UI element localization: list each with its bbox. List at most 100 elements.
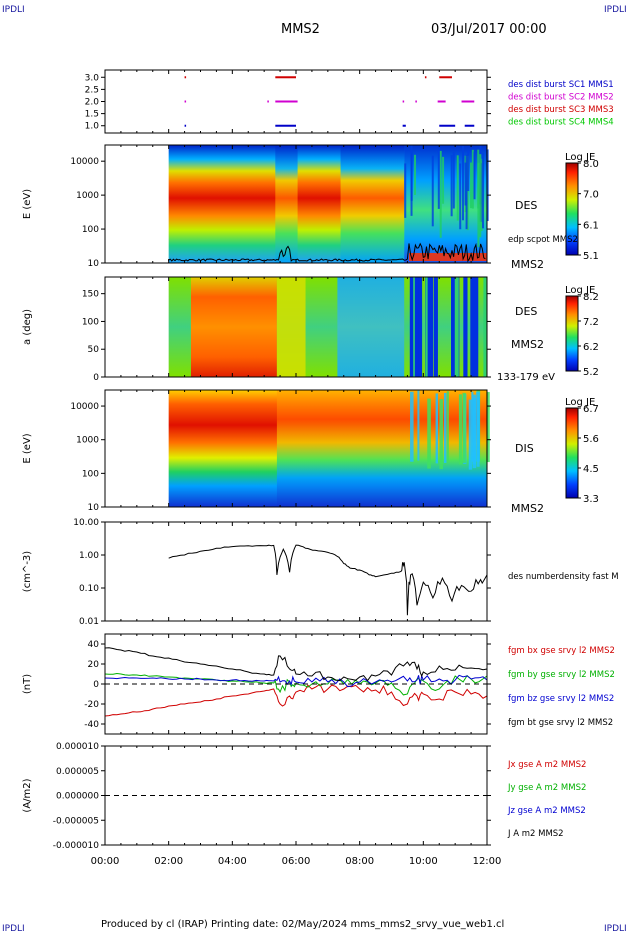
y-tick-label: 1.0 [85, 122, 100, 132]
energy-band-label: 133-179 eV [497, 372, 555, 383]
y-tick-label: 0 [93, 680, 99, 690]
colorbar-dis-energy [565, 407, 579, 499]
burst-interval-mark [402, 124, 406, 127]
burst-interval-mark [402, 100, 405, 103]
y-tick-label: 1.5 [85, 110, 99, 120]
spectrogram-stripe [477, 149, 480, 209]
burst-interval-mark [424, 76, 427, 79]
panel-sublabel: MMS2 [511, 502, 544, 515]
spectrogram-stripe [475, 277, 479, 377]
colorbar-tick-label: 4.5 [583, 464, 599, 475]
legend-entry: Jz gse A m2 MMS2 [507, 806, 586, 816]
x-tick-label: 06:00 [282, 856, 311, 867]
y-axis-label: (nT) [22, 674, 33, 694]
y-tick-label: 10 [88, 503, 100, 513]
legend-entry: fgm by gse srvy l2 MMS2 [508, 670, 615, 680]
burst-interval-mark [275, 76, 296, 79]
spectrogram-stripe [446, 391, 449, 462]
y-axis-label: (A/m2) [22, 778, 33, 812]
y-axis-label: a (deg) [22, 309, 33, 345]
burst-interval-mark [267, 100, 269, 103]
spectrogram-stripe [425, 277, 428, 377]
panel-label: DIS [515, 442, 534, 455]
y-tick-label: 0 [93, 373, 99, 383]
spectrogram-stripe [452, 152, 455, 209]
burst-interval-mark [464, 124, 475, 127]
corner-label-top-left: IPDLI [2, 5, 25, 15]
y-tick-label: 1000 [76, 436, 99, 446]
colorbar-tick-label: 7.2 [583, 317, 599, 328]
y-tick-label: 0.01 [79, 617, 99, 627]
burst-interval-mark [439, 124, 456, 127]
x-tick-label: 00:00 [91, 856, 120, 867]
spectrogram-stripe [465, 154, 468, 230]
des-pitch-spectrogram-band [276, 277, 306, 377]
y-axis-label: E (eV) [22, 433, 33, 463]
x-tick-label: 02:00 [154, 856, 183, 867]
y-tick-label: 0.000010 [56, 742, 99, 752]
spectrogram-stripe [471, 149, 474, 209]
spectrogram-stripe [479, 154, 482, 238]
colorbar-tick-label: 5.2 [583, 367, 599, 378]
spectrogram-stripe [439, 399, 444, 470]
bfield-line-bt [104, 647, 488, 682]
corner-label-bottom-left: IPDLI [2, 924, 25, 934]
y-tick-label: 2.0 [85, 98, 100, 108]
y-tick-label: 2.5 [85, 85, 99, 95]
y-tick-label: 0.000005 [56, 767, 99, 777]
colorbar-tick-label: 8.2 [583, 292, 599, 303]
spectrogram-stripe [481, 152, 484, 229]
spectrogram-stripe [462, 146, 465, 221]
spectrogram-stripe [442, 156, 445, 204]
spectrogram-stripe [450, 155, 453, 217]
y-tick-label: -40 [84, 720, 99, 730]
des-pitch-spectrogram-band [190, 277, 277, 377]
burst-interval-mark [439, 76, 452, 79]
colorbar-des-pitch [565, 295, 579, 372]
panel-frame-number-density [104, 521, 488, 622]
spectrogram-stripe [418, 277, 422, 377]
spectrogram-stripe [410, 391, 414, 462]
corner-label-bottom-right: IPDLI [604, 924, 627, 934]
y-tick-label: 10.00 [73, 518, 99, 528]
x-tick-label: 08:00 [345, 856, 374, 867]
spectrogram-stripe [471, 277, 476, 377]
burst-interval-mark [415, 100, 417, 103]
burst-interval-mark [275, 124, 296, 127]
y-tick-label: 100 [82, 317, 99, 327]
des-pitch-spectrogram-band [337, 277, 405, 377]
legend-entry: des dist burst SC3 MMS3 [508, 105, 614, 115]
colorbar-tick-label: 5.1 [583, 251, 599, 262]
burst-interval-mark [184, 100, 187, 103]
spectrogram-stripe [470, 162, 473, 209]
legend-entry: des dist burst SC4 MMS4 [508, 118, 614, 128]
legend-entry: Jy gse A m2 MMS2 [507, 783, 586, 793]
y-tick-label: 10 [88, 259, 100, 269]
burst-interval-mark [184, 124, 187, 127]
spectrogram-stripe [463, 277, 468, 377]
y-tick-label: 40 [88, 640, 100, 650]
overlay-label: edp scpot MMS2 [508, 235, 578, 245]
legend-entry: fgm bz gse srvy l2 MMS2 [508, 694, 614, 704]
spectrogram-stripe [451, 277, 455, 377]
panel-sublabel: MMS2 [511, 258, 544, 271]
page-title: MMS2 [281, 22, 320, 37]
bfield-line-bx [104, 683, 488, 717]
spectrogram-stripe [437, 150, 440, 209]
y-tick-label: 1.00 [79, 551, 99, 561]
des-energy-spectrogram-band [275, 145, 298, 263]
panel-sublabel: MMS2 [511, 338, 544, 351]
dis-energy-spectrogram-band [276, 390, 487, 507]
y-tick-label: 1000 [76, 191, 99, 201]
spectrogram-stripe [428, 277, 434, 377]
spectrogram-stripe [476, 391, 480, 462]
spectrogram-stripe [431, 155, 434, 227]
spectrogram-stripe [459, 163, 462, 230]
spectrogram-stripe [435, 393, 439, 464]
spectrogram-stripe [467, 150, 470, 192]
spectrogram-stripe [486, 392, 490, 463]
colorbar-tick-label: 6.1 [583, 220, 599, 231]
spectrogram-stripe [404, 163, 407, 218]
y-tick-label: 10000 [70, 402, 99, 412]
